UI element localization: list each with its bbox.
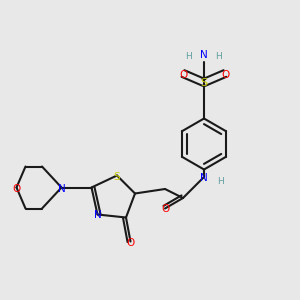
Text: S: S: [114, 172, 120, 182]
Text: H: H: [217, 176, 224, 185]
Text: O: O: [126, 238, 135, 248]
Text: O: O: [221, 70, 229, 80]
Text: N: N: [200, 173, 208, 183]
Text: N: N: [94, 211, 101, 220]
Text: H: H: [186, 52, 192, 61]
Text: O: O: [161, 205, 169, 214]
Text: N: N: [58, 184, 65, 194]
Text: O: O: [179, 70, 187, 80]
Text: H: H: [216, 52, 222, 61]
Text: O: O: [12, 184, 21, 194]
Text: N: N: [200, 50, 208, 60]
Text: S: S: [200, 79, 208, 88]
